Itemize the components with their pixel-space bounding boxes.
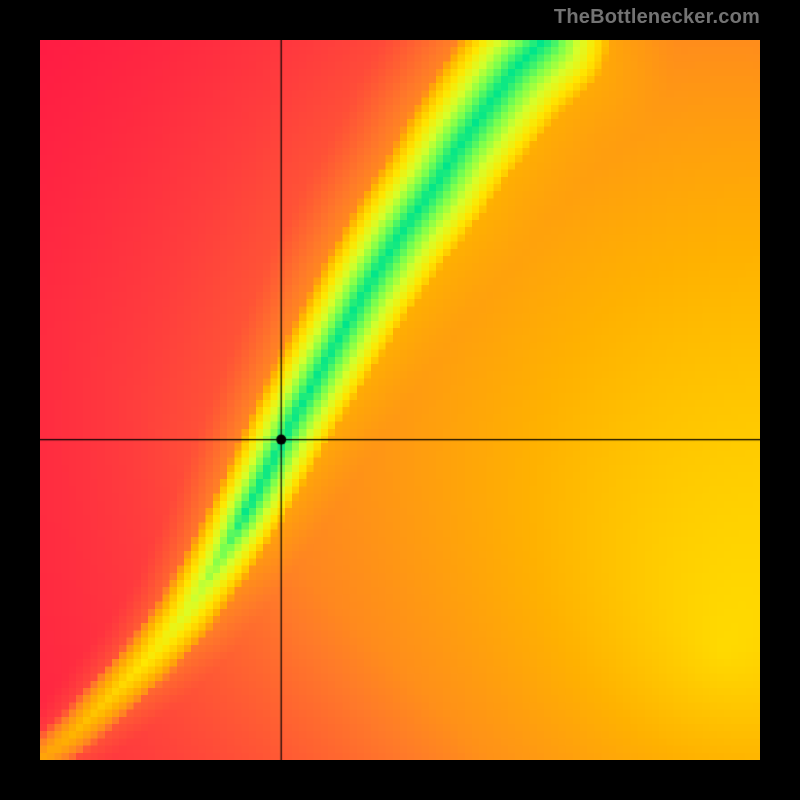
root-container: TheBottlenecker.com	[0, 0, 800, 800]
watermark-text: TheBottlenecker.com	[554, 6, 760, 29]
heatmap-overlay	[40, 40, 760, 760]
